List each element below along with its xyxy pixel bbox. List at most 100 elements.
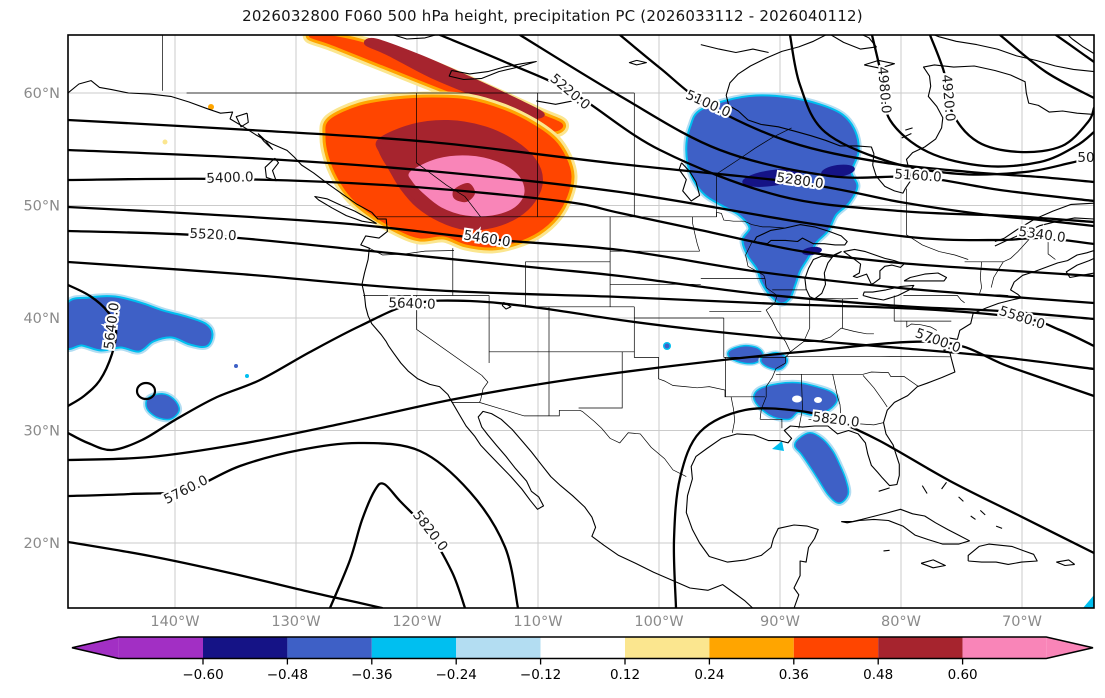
lon-tick-label: 100°W xyxy=(634,614,683,630)
coastline xyxy=(903,272,948,282)
height-contour xyxy=(68,205,1094,305)
coastline xyxy=(392,35,438,40)
contour-label: 5820.0 xyxy=(409,507,451,554)
chart-title: 2026032800 F060 500 hPa height, precipit… xyxy=(242,7,863,25)
border-line xyxy=(906,188,969,260)
colorbar-tick-label: −0.48 xyxy=(267,667,308,683)
colorbar-tick-label: 0.36 xyxy=(779,667,809,683)
colorbar-segment xyxy=(878,637,963,659)
height-contour xyxy=(68,177,1094,278)
border-line xyxy=(716,127,792,217)
coastline xyxy=(1067,35,1094,55)
contour-label: 5040.0 xyxy=(1077,150,1105,166)
height-contour xyxy=(68,340,1094,462)
border-line xyxy=(760,418,783,429)
anomaly-speck xyxy=(245,374,249,378)
coastline xyxy=(264,157,280,182)
anomaly-speck xyxy=(208,104,214,110)
colorbar-segment xyxy=(625,637,710,659)
lon-tick-label: 110°W xyxy=(513,614,562,630)
height-contour xyxy=(928,35,1094,154)
colorbar-segment xyxy=(287,637,372,659)
colorbar-segment xyxy=(118,637,203,659)
closed-contour xyxy=(135,381,157,401)
coastline xyxy=(448,60,537,81)
coastline xyxy=(314,195,377,225)
coastline xyxy=(753,224,848,246)
anomaly-speck xyxy=(664,343,670,349)
plot-frame xyxy=(67,34,1095,609)
colorbar-segment xyxy=(203,637,288,659)
lat-tick-label: 50°N xyxy=(23,199,60,215)
coastline xyxy=(920,559,946,569)
border-line xyxy=(862,375,888,408)
colorbar-tick-label: 0.12 xyxy=(610,667,640,683)
lat-tick-label: 60°N xyxy=(23,86,60,102)
colorbar-extend-right xyxy=(1046,637,1093,659)
anomaly-hole xyxy=(792,395,802,403)
border-line xyxy=(790,327,874,353)
anomaly-region xyxy=(146,394,179,419)
contour-label: 5640.0 xyxy=(388,295,436,313)
coastline xyxy=(883,549,890,552)
height-contour xyxy=(328,482,467,608)
height-contour xyxy=(870,35,1094,168)
border-line xyxy=(479,375,489,403)
contour-label: 5820.0 xyxy=(812,409,861,431)
height-contour xyxy=(68,148,1094,246)
border-line xyxy=(578,351,623,409)
anomaly-region xyxy=(795,433,848,503)
coastline xyxy=(941,481,947,490)
coastline xyxy=(970,515,976,520)
lon-tick-label: 140°W xyxy=(150,614,199,630)
contour-label: 5160.0 xyxy=(894,166,942,185)
height-contour xyxy=(788,35,1094,176)
border-line xyxy=(785,355,951,358)
anomaly-region xyxy=(452,182,476,203)
colorbar-segment xyxy=(962,637,1047,659)
colorbar-segment xyxy=(709,637,794,659)
height-contour xyxy=(68,260,1094,348)
border-line xyxy=(906,321,937,331)
coastline xyxy=(958,496,964,502)
border-line xyxy=(692,216,700,252)
colorbar-tick-label: 0.60 xyxy=(948,667,978,683)
lon-tick-label: 90°W xyxy=(760,614,800,630)
coastline xyxy=(864,59,895,69)
colorbar-tick-label: −0.12 xyxy=(520,667,561,683)
contour-label: 5340.0 xyxy=(1017,224,1066,246)
border-line xyxy=(716,211,785,229)
colorbar-outline xyxy=(71,636,1094,660)
coastline xyxy=(725,35,1094,194)
coastline xyxy=(933,35,1094,73)
coastline xyxy=(905,127,913,131)
coastline xyxy=(68,80,754,608)
lon-tick-label: 80°W xyxy=(881,614,921,630)
lon-tick-label: 130°W xyxy=(271,614,320,630)
coastline xyxy=(700,44,769,54)
colorbar-tick-label: 0.48 xyxy=(863,667,893,683)
colorbar-segment xyxy=(793,637,879,659)
axis-labels: 60°N 50°N 40°N 30°N 20°N 140°W 130°W 120°W 110°W… xyxy=(23,86,1042,630)
coastline xyxy=(1056,559,1076,567)
border-line xyxy=(813,297,859,300)
colorbar-segment xyxy=(456,637,541,659)
lat-tick-label: 20°N xyxy=(23,536,60,552)
coastline xyxy=(257,133,274,150)
border-line xyxy=(848,371,919,387)
coastline xyxy=(678,162,701,202)
height-contour xyxy=(68,118,1094,228)
height-contour xyxy=(618,35,1094,184)
height-contours xyxy=(68,35,1094,608)
height-contour xyxy=(68,299,1094,452)
coastline xyxy=(843,248,905,285)
anomaly-core xyxy=(821,164,855,178)
height-contour xyxy=(68,229,1094,321)
coastline xyxy=(830,35,877,50)
coastline xyxy=(235,112,249,128)
border-line xyxy=(416,295,483,376)
coastline xyxy=(628,59,647,66)
anomaly-speck xyxy=(234,364,238,368)
colorbar-tick-label: 0.24 xyxy=(694,667,724,683)
border-line xyxy=(990,261,1004,288)
